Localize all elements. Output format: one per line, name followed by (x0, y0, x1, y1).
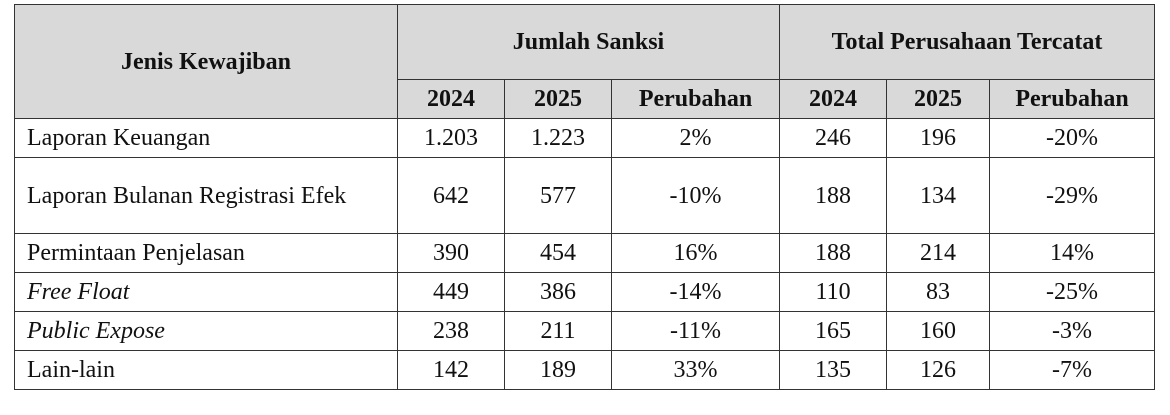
value-cell: 110 (779, 272, 888, 312)
header-cell: Perubahan (610, 79, 781, 119)
value-cell: 386 (504, 272, 612, 312)
subheader-row: 2024 2025 Perubahan 2024 2025 Perubahan (15, 79, 1156, 119)
value-cell: -11% (610, 311, 781, 351)
table-row: Public Expose 238 211 -11% 165 160 -3% (14, 311, 1156, 351)
obligation-cell: Free Float (14, 272, 398, 312)
obligation-text: Laporan Keuangan (27, 125, 211, 151)
table-row: Laporan Bulanan Registrasi Efek 642 577 -10… (14, 157, 1156, 234)
obligation-text: Permintaan Penjelasan (27, 240, 245, 266)
sanction-table: Jenis Kewajiban Jumlah Sanksi Total Peru… (14, 4, 1156, 390)
obligation-cell: Permintaan Penjelasan (14, 233, 398, 273)
value-cell: 165 (779, 311, 888, 351)
value-cell: -10% (610, 157, 781, 234)
header-cell: 2025 (504, 79, 612, 119)
value-cell: 577 (504, 157, 612, 234)
header-cell: Jenis Kewajiban (14, 4, 398, 119)
header-cell: Total Perusahaan Tercatat (779, 4, 1156, 80)
value-cell: -20% (989, 118, 1156, 158)
value-cell: 189 (504, 350, 612, 390)
value-cell: 246 (779, 118, 888, 158)
header-row: Jenis Kewajiban Jumlah Sanksi Total Peru… (14, 4, 1156, 119)
value-cell: 135 (779, 350, 888, 390)
value-cell: 196 (886, 118, 991, 158)
value-cell: 211 (504, 311, 612, 351)
value-cell: 454 (504, 233, 612, 273)
obligation-text: Lain-lain (27, 357, 115, 383)
value-cell: 160 (886, 311, 991, 351)
header-cell: Perubahan (989, 79, 1156, 119)
value-cell: 214 (886, 233, 991, 273)
value-cell: 126 (886, 350, 991, 390)
header-cell: 2024 (779, 79, 888, 119)
value-cell: 1.203 (397, 118, 505, 158)
value-cell: -7% (989, 350, 1156, 390)
header-cell: Jumlah Sanksi (396, 4, 781, 80)
obligation-text: Free Float (27, 279, 130, 305)
table-row: Lain-lain 142 189 33% 135 126 -7% (14, 350, 1156, 390)
obligation-text: Laporan Bulanan Registrasi Efek (27, 182, 347, 209)
value-cell: 16% (610, 233, 781, 273)
value-cell: -29% (989, 157, 1156, 234)
value-cell: 2% (610, 118, 781, 158)
table-row: Free Float 449 386 -14% 110 83 -25% (14, 272, 1156, 312)
value-cell: 238 (397, 311, 505, 351)
value-cell: 142 (397, 350, 505, 390)
value-cell: 188 (779, 157, 888, 234)
obligation-cell: Public Expose (14, 311, 398, 351)
value-cell: 642 (397, 157, 505, 234)
value-cell: 83 (886, 272, 991, 312)
value-cell: 134 (886, 157, 991, 234)
value-cell: -3% (989, 311, 1156, 351)
obligation-cell: Lain-lain (14, 350, 398, 390)
header-cell: 2025 (886, 79, 991, 119)
table-row: Laporan Keuangan 1.203 1.223 2% 246 196 -20% (14, 118, 1156, 158)
value-cell: 33% (610, 350, 781, 390)
value-cell: 188 (779, 233, 888, 273)
value-cell: -14% (610, 272, 781, 312)
obligation-text: Public Expose (27, 318, 165, 344)
value-cell: 449 (397, 272, 505, 312)
obligation-cell: Laporan Bulanan Registrasi Efek (14, 157, 398, 234)
table-body: Laporan Keuangan 1.203 1.223 2% 246 196 -20% La… (14, 118, 1156, 390)
header-cell: 2024 (397, 79, 505, 119)
value-cell: 1.223 (504, 118, 612, 158)
value-cell: 14% (989, 233, 1156, 273)
table-row: Permintaan Penjelasan 390 454 16% 188 214 14% (14, 233, 1156, 273)
value-cell: -25% (989, 272, 1156, 312)
obligation-cell: Laporan Keuangan (14, 118, 398, 158)
value-cell: 390 (397, 233, 505, 273)
